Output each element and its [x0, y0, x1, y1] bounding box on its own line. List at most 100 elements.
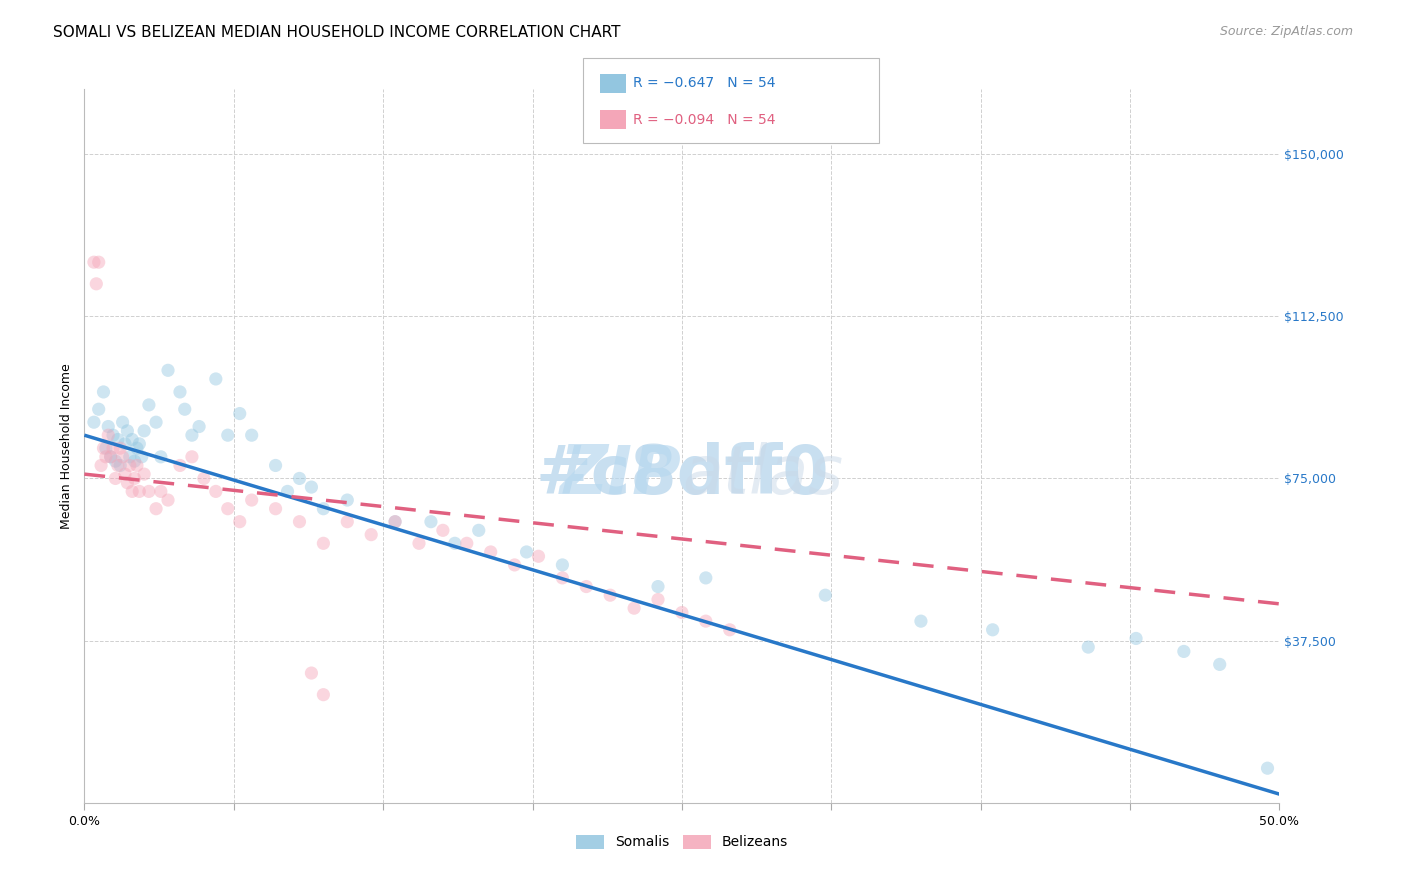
Point	[128, 437, 150, 451]
Point	[97, 428, 120, 442]
Point	[336, 515, 359, 529]
Point	[93, 441, 115, 455]
Text: atlas: atlas	[682, 442, 844, 508]
Point	[100, 450, 122, 464]
Point	[647, 592, 669, 607]
Point	[107, 458, 129, 473]
Point	[288, 515, 311, 529]
Point	[264, 501, 287, 516]
Point	[981, 623, 1004, 637]
Point	[301, 666, 323, 681]
Point	[169, 384, 191, 399]
Point	[118, 458, 141, 473]
Point	[360, 527, 382, 541]
Point	[181, 450, 204, 464]
Point	[124, 454, 146, 468]
Point	[384, 515, 406, 529]
Point	[205, 372, 228, 386]
Legend: Somalis, Belizeans: Somalis, Belizeans	[576, 835, 787, 849]
Text: ZIP: ZIP	[560, 442, 682, 508]
Point	[121, 484, 143, 499]
Point	[205, 484, 228, 499]
Point	[101, 428, 124, 442]
Text: R = −0.094   N = 54: R = −0.094 N = 54	[633, 112, 775, 127]
Point	[910, 614, 932, 628]
Text: #c8dff0: #c8dff0	[536, 442, 828, 508]
Point	[128, 484, 150, 499]
Point	[432, 524, 454, 538]
Point	[240, 493, 263, 508]
Point	[1209, 657, 1232, 672]
Point	[157, 363, 180, 377]
Point	[188, 419, 211, 434]
Point	[229, 407, 252, 421]
Point	[121, 433, 143, 447]
Point	[86, 277, 108, 291]
Point	[288, 471, 311, 485]
Point	[229, 515, 252, 529]
Point	[149, 484, 172, 499]
Point	[479, 545, 502, 559]
Point	[1125, 632, 1147, 646]
Point	[132, 424, 156, 438]
Point	[444, 536, 467, 550]
Point	[468, 524, 491, 538]
Point	[217, 501, 239, 516]
Point	[149, 450, 172, 464]
Point	[83, 255, 105, 269]
Point	[312, 536, 335, 550]
Point	[111, 450, 134, 464]
Point	[1077, 640, 1099, 654]
Point	[125, 441, 148, 455]
Point	[138, 398, 160, 412]
Point	[117, 424, 139, 438]
Point	[100, 450, 122, 464]
Point	[132, 467, 156, 482]
Point	[114, 437, 136, 451]
Point	[312, 688, 335, 702]
Point	[101, 441, 124, 455]
Point	[87, 255, 110, 269]
Point	[125, 458, 148, 473]
Text: SOMALI VS BELIZEAN MEDIAN HOUSEHOLD INCOME CORRELATION CHART: SOMALI VS BELIZEAN MEDIAN HOUSEHOLD INCO…	[53, 25, 621, 40]
Point	[131, 450, 153, 464]
Point	[145, 501, 167, 516]
Point	[145, 415, 167, 429]
Point	[181, 428, 204, 442]
Point	[169, 458, 191, 473]
Text: Source: ZipAtlas.com: Source: ZipAtlas.com	[1219, 25, 1353, 38]
Point	[456, 536, 478, 550]
Point	[301, 480, 323, 494]
Point	[575, 580, 598, 594]
Point	[94, 441, 117, 455]
Point	[94, 450, 117, 464]
Point	[516, 545, 538, 559]
Point	[104, 471, 127, 485]
Point	[695, 571, 717, 585]
Y-axis label: Median Household Income: Median Household Income	[60, 363, 73, 529]
Point	[93, 384, 115, 399]
Point	[217, 428, 239, 442]
Point	[671, 606, 693, 620]
Point	[240, 428, 263, 442]
Point	[138, 484, 160, 499]
Point	[647, 580, 669, 594]
Point	[420, 515, 443, 529]
Point	[551, 558, 574, 572]
Point	[114, 467, 136, 482]
Point	[408, 536, 430, 550]
Point	[83, 415, 105, 429]
Point	[97, 419, 120, 434]
Point	[623, 601, 645, 615]
Point	[104, 454, 127, 468]
Point	[124, 471, 146, 485]
Point	[527, 549, 550, 564]
Point	[117, 475, 139, 490]
Point	[551, 571, 574, 585]
Point	[503, 558, 526, 572]
Point	[90, 458, 112, 473]
Point	[111, 415, 134, 429]
Point	[599, 588, 621, 602]
Point	[107, 433, 129, 447]
Point	[1257, 761, 1279, 775]
